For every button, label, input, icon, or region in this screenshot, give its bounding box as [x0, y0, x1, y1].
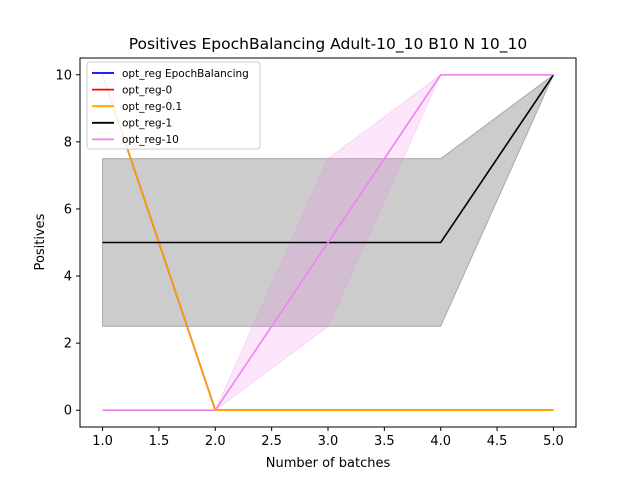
legend-label-0: opt_reg EpochBalancing: [122, 68, 249, 80]
y-tick-label: 6: [64, 202, 72, 217]
legend-label-1: opt_reg-0: [122, 84, 172, 96]
series-lines: [101, 74, 555, 412]
x-axis: 1.0 1.5 2.0 2.5 3.0 3.5 4.0 4.5 5.0: [92, 427, 564, 449]
legend: opt_reg EpochBalancing opt_reg-0 opt_reg-0…: [86, 61, 261, 150]
y-tick-label: 10: [55, 68, 72, 83]
x-tick-label: 3.0: [318, 434, 339, 449]
x-tick-label: 4.0: [430, 434, 451, 449]
legend-label-2: opt_reg-0.1: [122, 101, 182, 113]
y-tick-label: 8: [64, 135, 72, 150]
y-tick-label: 2: [64, 337, 72, 352]
y-axis: 0 2 4 6 8 10: [55, 68, 80, 419]
legend-label-3: opt_reg-1: [122, 118, 172, 130]
x-tick-label: 2.5: [261, 434, 282, 449]
x-tick-label: 5.0: [543, 434, 564, 449]
legend-box: [86, 61, 261, 150]
legend-label-4: opt_reg-10: [122, 134, 179, 146]
x-tick-label: 1.0: [92, 434, 113, 449]
x-tick-label: 3.5: [374, 434, 395, 449]
band-3: [102, 73, 555, 327]
y-tick-label: 0: [64, 404, 72, 419]
chart-title: Positives EpochBalancing Adult-10_10 B10…: [129, 35, 528, 54]
series-line-2: [101, 74, 554, 412]
series-line-4: [102, 74, 554, 412]
x-tick-label: 1.5: [149, 434, 170, 449]
x-tick-label: 4.5: [487, 434, 508, 449]
y-tick-label: 4: [64, 270, 72, 285]
x-axis-label: Number of batches: [266, 456, 391, 471]
x-tick-label: 2.0: [205, 434, 226, 449]
y-axis-label: Positives: [33, 213, 48, 270]
